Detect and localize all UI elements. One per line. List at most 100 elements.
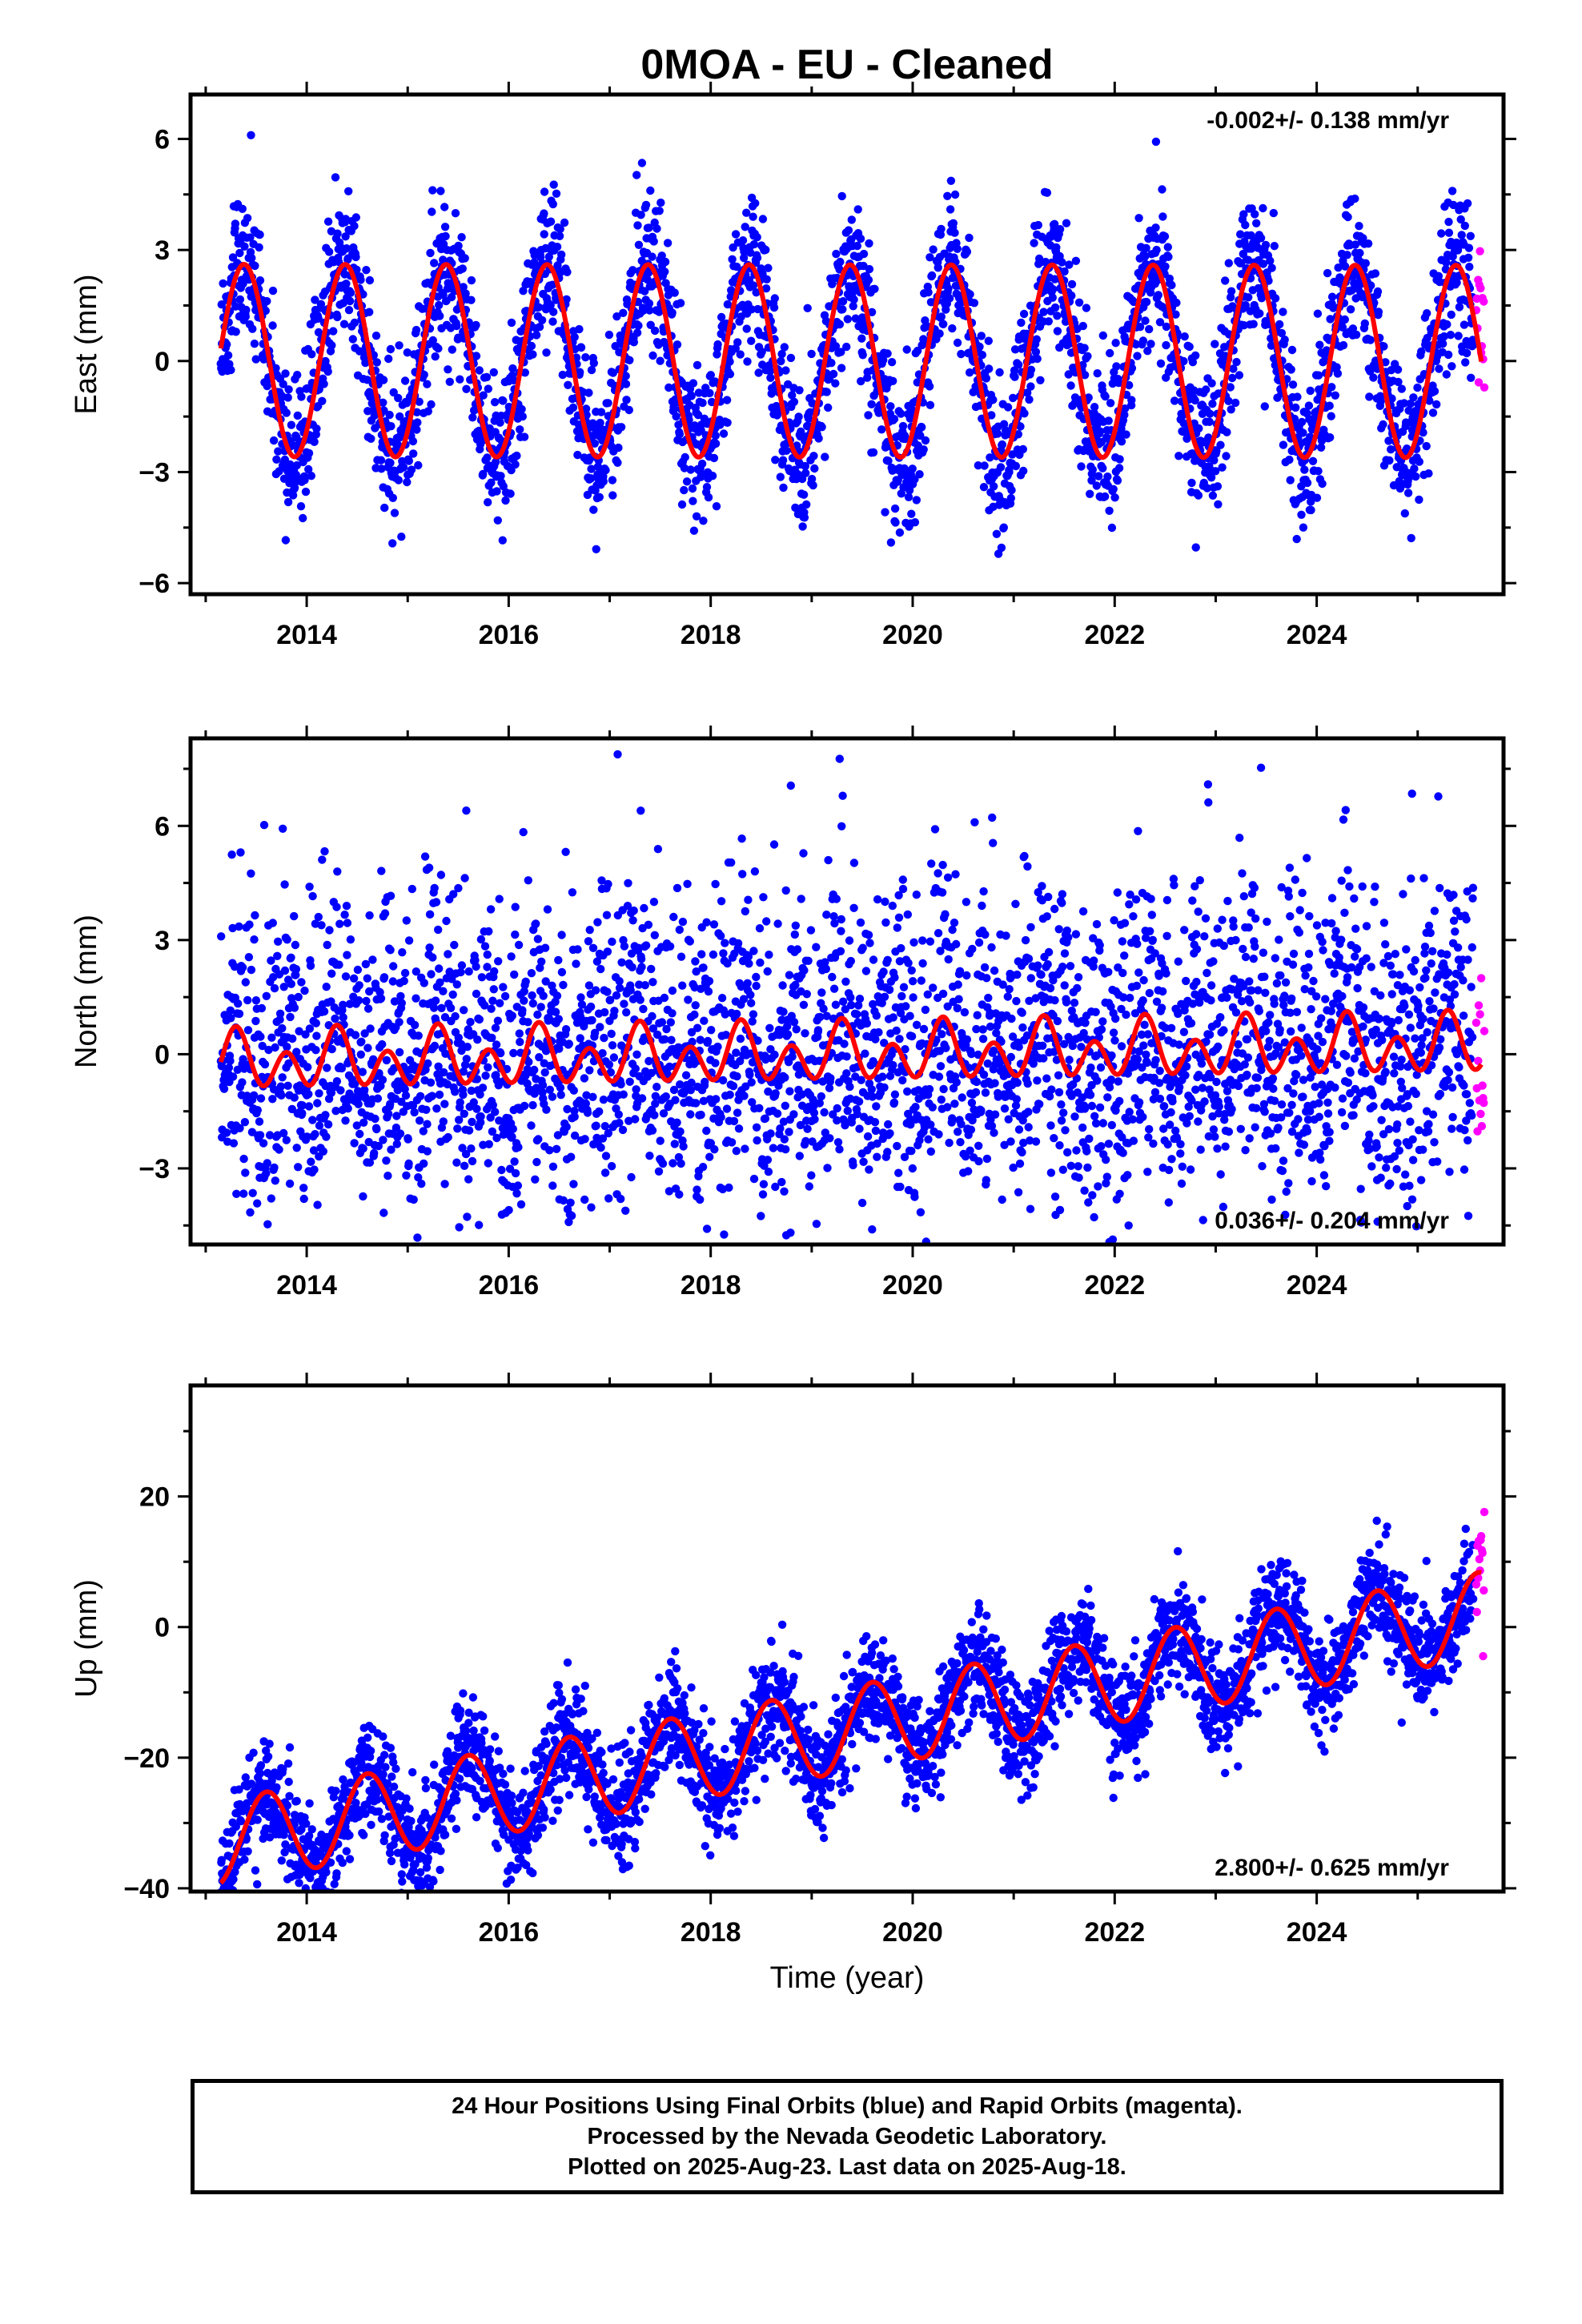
final-orbit-point [1255,309,1264,318]
final-orbit-point [279,983,288,991]
final-orbit-point [403,348,412,357]
final-orbit-point [701,1077,709,1087]
final-orbit-point [371,1114,379,1124]
final-orbit-point [1334,263,1343,272]
final-orbit-point [538,1088,547,1097]
final-orbit-point [401,1091,411,1100]
final-orbit-point [650,326,660,336]
final-orbit-point [842,342,851,352]
final-orbit-point [480,1001,489,1010]
final-orbit-point [929,245,938,254]
final-orbit-point [514,940,524,950]
final-orbit-point [355,1129,364,1139]
final-orbit-point [740,1092,749,1100]
final-orbit-point [581,1099,590,1108]
final-orbit-point [378,1076,387,1084]
final-orbit-point [615,983,624,993]
final-orbit-point [978,351,987,360]
final-orbit-point [576,1034,584,1043]
final-orbit-point [705,388,714,398]
final-orbit-point [410,1020,420,1030]
final-orbit-point [755,1104,764,1113]
final-orbit-point [692,1099,701,1108]
final-orbit-point [460,1161,469,1171]
final-orbit-point [410,1108,419,1117]
final-orbit-point [869,448,878,457]
final-orbit-point [273,951,282,961]
final-orbit-point [380,909,390,918]
final-orbit-point [1316,443,1326,452]
final-orbit-point [243,995,252,1005]
final-orbit-point [345,999,355,1008]
final-orbit-point [1016,422,1025,431]
final-orbit-point [685,416,693,424]
final-orbit-point [749,212,757,221]
final-orbit-point [247,869,255,879]
final-orbit-point [1191,351,1200,360]
final-orbit-point [636,955,646,963]
final-orbit-point [281,369,290,378]
final-orbit-point [475,1015,484,1024]
final-orbit-point [527,969,536,978]
final-orbit-point [693,360,702,370]
final-orbit-point [757,1212,765,1220]
final-orbit-point [556,1084,565,1092]
final-orbit-point [402,916,411,925]
final-orbit-point [810,464,819,473]
final-orbit-point [303,1063,312,1072]
final-orbit-point [231,328,240,336]
final-orbit-point [1468,340,1478,350]
final-orbit-point [1417,347,1426,356]
final-orbit-point [1279,308,1287,316]
final-orbit-point [712,1095,721,1104]
final-orbit-point [576,1012,585,1021]
final-orbit-point [356,1050,365,1059]
final-orbit-point [802,500,811,509]
final-orbit-point [387,1145,396,1154]
final-orbit-point [953,244,962,253]
final-orbit-point [258,1041,267,1051]
final-orbit-point [540,1068,549,1077]
final-orbit-point [1439,332,1449,341]
final-orbit-point [251,1016,260,1026]
final-orbit-point [1256,234,1266,243]
final-orbit-point [835,320,845,329]
final-orbit-point [1092,481,1102,490]
final-orbit-point [467,296,476,304]
final-orbit-point [395,341,404,350]
final-orbit-point [538,1080,548,1090]
final-orbit-point [576,368,584,376]
final-orbit-point [476,1118,485,1127]
final-orbit-point [430,259,439,267]
final-orbit-point [366,1024,375,1033]
final-orbit-point [496,999,504,1007]
final-orbit-point [1050,275,1059,283]
final-orbit-point [673,1118,681,1128]
final-orbit-point [780,1135,789,1144]
final-orbit-point [614,443,623,452]
final-orbit-point [1214,500,1223,509]
final-orbit-point [339,1000,347,1010]
final-orbit-point [644,223,653,232]
final-orbit-point [1437,229,1446,238]
final-orbit-point [240,1118,250,1127]
final-orbit-point [864,411,873,420]
final-orbit-point [853,241,862,251]
final-orbit-point [696,1195,705,1204]
final-orbit-point [436,978,444,987]
final-orbit-point [1360,319,1370,328]
final-orbit-point [722,1104,732,1113]
final-orbit-point [1456,215,1465,224]
final-orbit-point [915,470,924,479]
final-orbit-point [404,456,413,465]
final-orbit-point [1224,396,1233,405]
final-orbit-point [742,324,751,333]
final-orbit-point [649,237,658,246]
final-orbit-point [1307,497,1315,506]
final-orbit-point [1229,364,1238,373]
final-orbit-point [462,806,471,815]
final-orbit-point [609,1053,619,1062]
final-orbit-point [829,369,838,379]
final-orbit-point [361,358,370,368]
final-orbit-point [1179,356,1188,366]
